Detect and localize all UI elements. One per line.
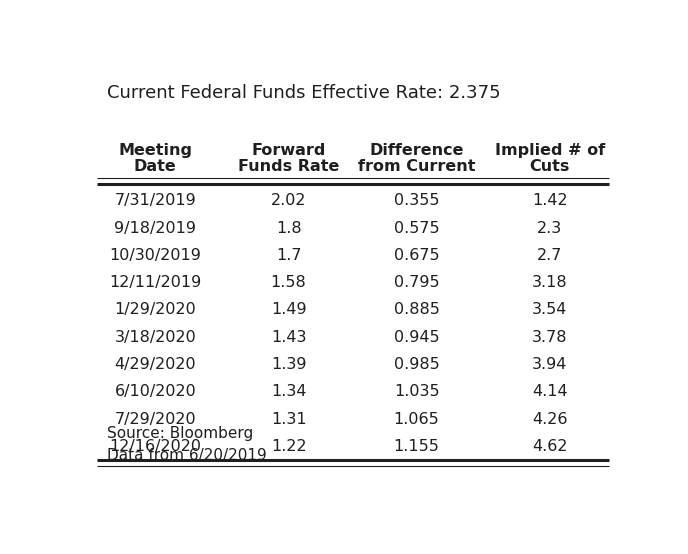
Text: 7/29/2020: 7/29/2020 <box>114 412 196 427</box>
Text: 6/10/2020: 6/10/2020 <box>114 384 196 399</box>
Text: 4/29/2020: 4/29/2020 <box>114 357 196 372</box>
Text: 3.18: 3.18 <box>532 275 568 290</box>
Text: 3.54: 3.54 <box>533 302 568 317</box>
Text: 1.155: 1.155 <box>394 439 440 454</box>
Text: Forward: Forward <box>251 143 326 158</box>
Text: Cuts: Cuts <box>530 160 570 175</box>
Text: 12/16/2020: 12/16/2020 <box>109 439 202 454</box>
Text: 0.885: 0.885 <box>394 302 440 317</box>
Text: 4.14: 4.14 <box>532 384 568 399</box>
Text: 1.7: 1.7 <box>276 248 301 263</box>
Text: 1/29/2020: 1/29/2020 <box>114 302 196 317</box>
Text: 0.985: 0.985 <box>394 357 440 372</box>
Text: 2.7: 2.7 <box>537 248 563 263</box>
Text: 1.58: 1.58 <box>271 275 306 290</box>
Text: 1.39: 1.39 <box>271 357 306 372</box>
Text: 1.31: 1.31 <box>271 412 306 427</box>
Text: 0.575: 0.575 <box>394 220 440 235</box>
Text: 1.035: 1.035 <box>394 384 440 399</box>
Text: 1.42: 1.42 <box>532 193 568 208</box>
Text: 7/31/2019: 7/31/2019 <box>114 193 196 208</box>
Text: Funds Rate: Funds Rate <box>238 160 339 175</box>
Text: 1.43: 1.43 <box>271 330 306 345</box>
Text: Current Federal Funds Effective Rate: 2.375: Current Federal Funds Effective Rate: 2.… <box>107 84 501 101</box>
Text: 9/18/2019: 9/18/2019 <box>114 220 196 235</box>
Text: 2.02: 2.02 <box>271 193 306 208</box>
Text: 10/30/2019: 10/30/2019 <box>109 248 202 263</box>
Text: 3.94: 3.94 <box>533 357 568 372</box>
Text: 0.945: 0.945 <box>394 330 440 345</box>
Text: 0.355: 0.355 <box>394 193 440 208</box>
Text: 0.795: 0.795 <box>394 275 440 290</box>
Text: 2.3: 2.3 <box>537 220 563 235</box>
Text: 1.49: 1.49 <box>271 302 306 317</box>
Text: 1.065: 1.065 <box>394 412 440 427</box>
Text: 12/11/2019: 12/11/2019 <box>109 275 202 290</box>
Text: 1.22: 1.22 <box>271 439 306 454</box>
Text: from Current: from Current <box>358 160 475 175</box>
Text: 4.26: 4.26 <box>532 412 568 427</box>
Text: Source: Bloomberg
Data from 6/20/2019: Source: Bloomberg Data from 6/20/2019 <box>107 426 267 463</box>
Text: Meeting: Meeting <box>118 143 193 158</box>
Text: 1.8: 1.8 <box>276 220 301 235</box>
Text: 1.34: 1.34 <box>271 384 306 399</box>
Text: 3/18/2020: 3/18/2020 <box>114 330 196 345</box>
Text: Implied # of: Implied # of <box>495 143 605 158</box>
Text: Difference: Difference <box>369 143 464 158</box>
Text: 3.78: 3.78 <box>532 330 568 345</box>
Text: 0.675: 0.675 <box>394 248 440 263</box>
Text: Date: Date <box>134 160 177 175</box>
Text: 4.62: 4.62 <box>532 439 568 454</box>
